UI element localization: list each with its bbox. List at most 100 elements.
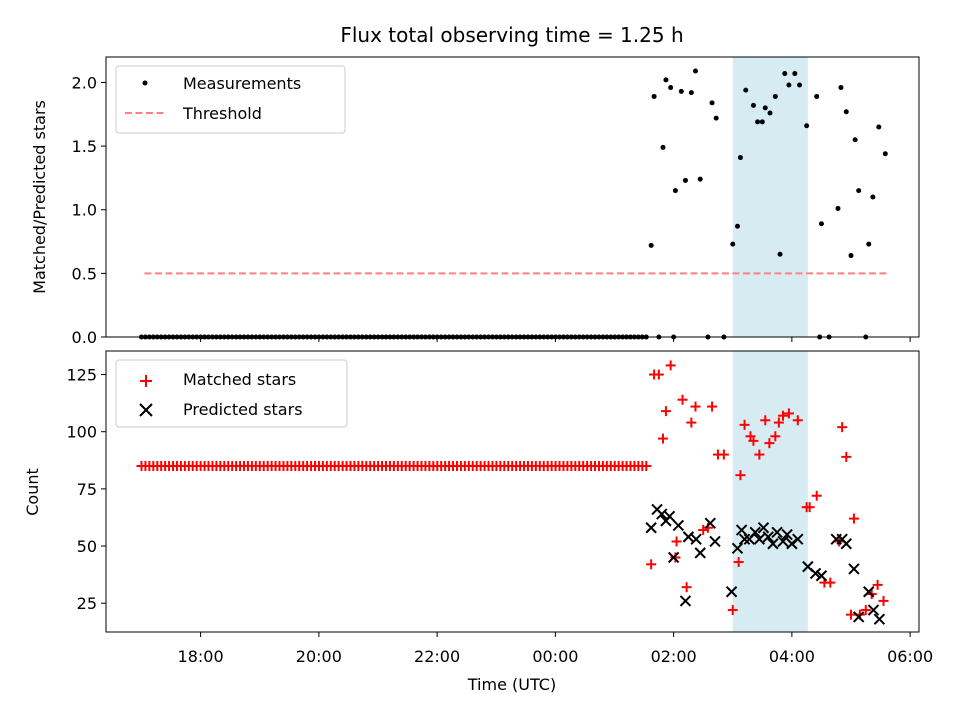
y-tick-label: 1.0	[72, 201, 97, 220]
top-highlight-span	[732, 57, 808, 337]
predicted-star-point	[852, 611, 865, 623]
matched-star-point	[670, 552, 681, 563]
y-tick-label: 0.0	[72, 328, 97, 347]
measurement-point	[660, 144, 666, 150]
measurement-point	[663, 77, 669, 83]
matched-star-point	[760, 415, 771, 426]
measurement-point	[682, 177, 688, 183]
matched-star-point	[837, 422, 848, 433]
measurement-point	[797, 82, 803, 88]
measurement-point	[692, 68, 698, 74]
bottom-highlight-span	[732, 351, 808, 632]
measurement-point	[734, 223, 740, 229]
measurement-point	[743, 87, 749, 93]
matched-star-point	[754, 449, 765, 460]
measurement-point	[651, 93, 657, 99]
bottom-y-ticks: 25 50 75 100 125	[66, 366, 106, 613]
legend-marker-predicted	[139, 403, 153, 417]
measurement-point	[713, 115, 719, 121]
bottom-y-axis-label: Count	[23, 468, 42, 516]
predicted-star-point	[863, 586, 875, 598]
matched-star-point	[739, 419, 750, 430]
matched-star-point	[825, 577, 836, 588]
x-tick-label: 00:00	[532, 647, 578, 666]
predicted-star-point	[694, 547, 706, 559]
measurement-point	[792, 71, 798, 77]
bottom-panel: 25 50 75 100 125 18:00 20:00 22:00 00:00 02:00 04…	[23, 350, 933, 694]
measurement-point	[786, 82, 792, 88]
y-tick-label: 125	[66, 366, 97, 385]
measurement-point	[866, 241, 872, 247]
y-tick-label: 2.0	[72, 73, 97, 92]
y-tick-label: 50	[77, 537, 97, 556]
measurement-point	[648, 242, 654, 248]
measurement-point	[838, 85, 844, 91]
predicted-star-point	[679, 595, 692, 607]
y-tick-label: 1.5	[72, 137, 97, 156]
x-tick-label: 18:00	[178, 647, 224, 666]
measurements-series	[138, 68, 888, 340]
measurement-point	[697, 176, 703, 182]
matched-star-point	[770, 431, 781, 442]
predicted-star-point	[704, 517, 716, 529]
measurement-point	[762, 105, 768, 111]
predicted-star-point	[735, 524, 748, 536]
matched-star-point	[677, 394, 688, 405]
legend-label-matched: Matched stars	[183, 370, 296, 389]
predicted-star-point	[690, 533, 702, 545]
measurement-point	[672, 188, 678, 194]
matched-star-point	[646, 559, 657, 570]
measurement-point	[870, 194, 876, 200]
measurement-point	[759, 119, 765, 125]
matched-star-point	[860, 605, 871, 616]
predicted-star-point	[771, 526, 783, 539]
measurement-point	[835, 205, 841, 211]
matched-star-point	[718, 449, 729, 460]
matched-star-point	[846, 609, 857, 620]
measurement-point	[777, 251, 783, 257]
predicted-star-point	[762, 531, 774, 543]
predicted-star-point	[840, 538, 852, 550]
measurement-point	[767, 110, 773, 116]
matched-star-point	[733, 557, 744, 568]
y-tick-label: 0.5	[72, 264, 97, 283]
matched-star-point	[698, 525, 709, 536]
measurement-point	[750, 102, 756, 108]
x-tick-label: 20:00	[296, 647, 342, 666]
matched-star-point	[657, 433, 668, 444]
x-tick-label: 04:00	[769, 647, 815, 666]
predicted-star-point	[663, 510, 676, 523]
legend-marker-matched	[140, 375, 152, 387]
matched-star-point	[878, 595, 889, 606]
measurement-point	[852, 137, 858, 143]
bottom-legend: Matched stars Predicted stars	[115, 359, 348, 428]
predicted-star-point	[682, 531, 695, 543]
y-tick-label: 25	[77, 594, 97, 613]
predicted-star-point	[767, 538, 779, 550]
measurement-point	[755, 119, 761, 125]
predicted-star-point	[749, 526, 761, 539]
matched-star-point	[778, 410, 789, 421]
matched-star-point	[653, 369, 664, 380]
predicted-star-point	[672, 519, 685, 532]
measurement-point	[843, 109, 849, 115]
predicted-star-point	[873, 613, 886, 625]
legend-marker-measurements	[142, 80, 148, 86]
matched-star-point	[792, 415, 803, 426]
predicted-star-point	[725, 586, 738, 598]
measurement-point	[709, 100, 715, 106]
bottom-axes-frame	[105, 350, 920, 633]
matched-star-point	[660, 406, 671, 417]
matched-star-point	[841, 451, 852, 462]
predicted-star-point	[709, 535, 721, 548]
predicted-star-point	[777, 535, 789, 548]
x-tick-label: 22:00	[414, 647, 460, 666]
bottom-legend-box	[115, 359, 348, 428]
top-legend: Measurements Threshold	[115, 65, 346, 134]
predicted-star-point	[731, 542, 744, 555]
predicted-star-point	[815, 570, 828, 582]
matched-star-point	[671, 536, 682, 547]
measurement-point	[737, 155, 743, 161]
matched-star-point	[872, 579, 883, 590]
